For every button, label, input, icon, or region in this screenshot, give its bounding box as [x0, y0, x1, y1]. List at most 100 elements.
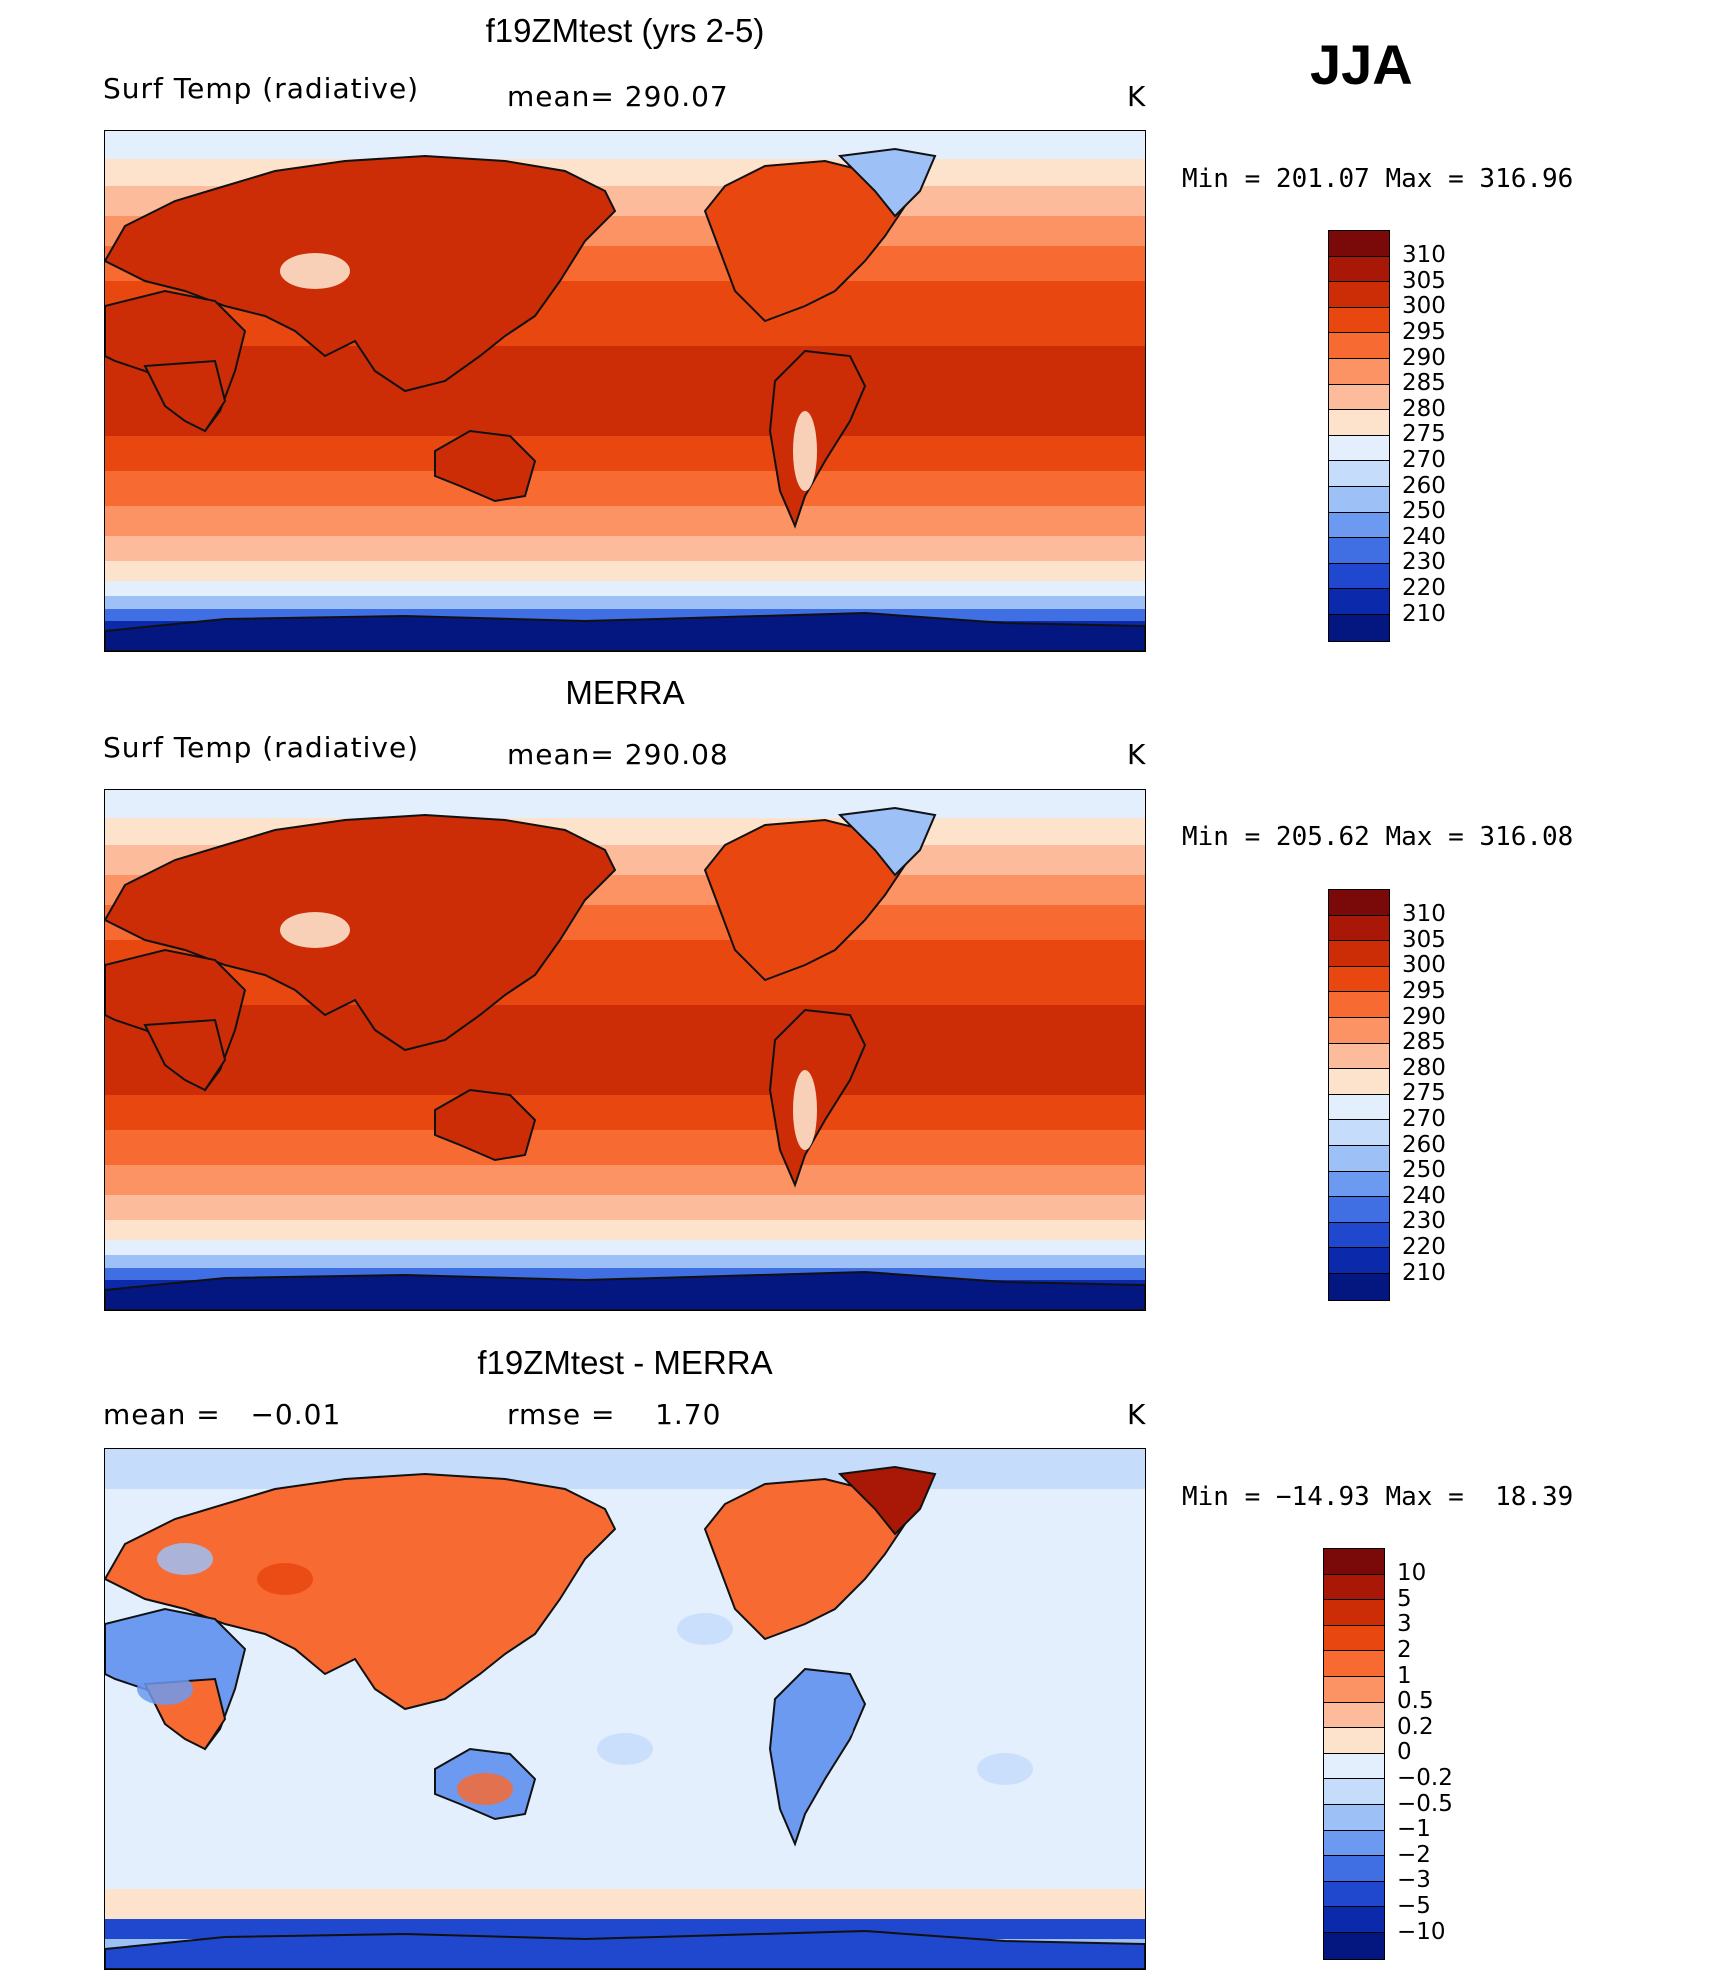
colorbar-segment	[1329, 589, 1389, 615]
panel-3-stats-mean: mean = −0.01	[103, 1398, 342, 1431]
colorbar-segment	[1324, 1779, 1384, 1805]
continent-outline	[768, 349, 867, 529]
colorbar-tick-label: 295	[1402, 318, 1446, 345]
panel-2-units: K	[1127, 738, 1147, 771]
map-band	[105, 131, 1145, 159]
colorbar-tick-label: −5	[1397, 1892, 1431, 1919]
continent-outline	[105, 1270, 1145, 1310]
colorbar-segment	[1329, 614, 1389, 641]
colorbar-tick-label: 0.5	[1397, 1688, 1434, 1715]
colorbar-tick-label: 10	[1397, 1560, 1427, 1587]
anomaly-blob	[457, 1773, 513, 1805]
map-band	[105, 536, 1145, 561]
continent-outline	[143, 1018, 227, 1092]
colorbar-segment	[1324, 1830, 1384, 1857]
plateau-highlight	[280, 253, 350, 289]
colorbar-segment	[1324, 1600, 1384, 1626]
colorbar-tick-label: 280	[1402, 395, 1446, 422]
panel-2-title: MERRA	[565, 674, 685, 711]
colorbar-box	[1328, 230, 1390, 642]
colorbar-segment	[1329, 231, 1389, 257]
colorbar-segment	[1329, 307, 1389, 334]
continent-outline	[143, 359, 227, 433]
colorbar-tick-label: 300	[1402, 952, 1446, 979]
colorbar-tick-label: 210	[1402, 600, 1446, 627]
colorbar-tick-label: 210	[1402, 1259, 1446, 1286]
panel-3-units: K	[1127, 1398, 1147, 1431]
colorbar-tick-label: 240	[1402, 1182, 1446, 1209]
colorbar-segment	[1329, 435, 1389, 462]
colorbar-segment	[1324, 1651, 1384, 1677]
panel-2-map-plot	[105, 790, 1145, 1310]
panel-2-map	[104, 789, 1146, 1311]
map-band	[105, 1889, 1145, 1919]
colorbar-segment	[1324, 1932, 1384, 1959]
map-band	[105, 561, 1145, 581]
colorbar-segment	[1329, 256, 1389, 283]
map-band	[105, 1165, 1145, 1195]
colorbar-segment	[1329, 966, 1389, 993]
colorbar-segment	[1329, 1222, 1389, 1249]
colorbar-tick-label: 300	[1402, 293, 1446, 320]
colorbar-segment	[1324, 1676, 1384, 1703]
colorbar-tick-label: 2	[1397, 1636, 1412, 1663]
colorbar-tick-label: 230	[1402, 549, 1446, 576]
map-band	[105, 1449, 1145, 1489]
colorbar-segment	[1324, 1728, 1384, 1754]
colorbar-segment	[1324, 1702, 1384, 1729]
panel-3-title: f19ZMtest - MERRA	[477, 1344, 773, 1381]
map-band	[105, 436, 1145, 471]
panel-1-variable-label: Surf Temp (radiative)	[103, 72, 420, 105]
andes-highlight	[793, 411, 817, 491]
colorbar-segment	[1329, 410, 1389, 436]
panel-1-title: f19ZMtest (yrs 2-5)	[485, 12, 765, 49]
colorbar-tick-label: 305	[1402, 926, 1446, 953]
colorbar-segment	[1324, 1549, 1384, 1575]
colorbar-segment	[1329, 890, 1389, 916]
colorbar-tick-label: −0.2	[1397, 1764, 1453, 1791]
colorbar-tick-label: 275	[1402, 1080, 1446, 1107]
colorbar-segment	[1329, 915, 1389, 942]
continent-outline	[105, 1929, 1145, 1969]
colorbar-tick-label: 260	[1402, 1131, 1446, 1158]
colorbar-tick-label: 220	[1402, 574, 1446, 601]
continent-layer	[105, 806, 1145, 1310]
colorbar-segment	[1324, 1804, 1384, 1831]
colorbar-tick-label: 280	[1402, 1054, 1446, 1081]
colorbar-tick-label: 0	[1397, 1739, 1412, 1766]
colorbar-segment	[1329, 1145, 1389, 1172]
andes-highlight	[793, 1070, 817, 1150]
panel-1-minmax: Min = 201.07 Max = 316.96	[1182, 164, 1574, 194]
map-band	[105, 1195, 1145, 1220]
colorbar-segment	[1329, 1120, 1389, 1146]
colorbar-tick-label: 250	[1402, 1157, 1446, 1184]
colorbar-segment	[1329, 282, 1389, 308]
colorbar-tick-label: 270	[1402, 446, 1446, 473]
anomaly-blob	[797, 1713, 853, 1745]
panel-2-variable-label: Surf Temp (radiative)	[103, 731, 420, 764]
colorbar-tick-label: 260	[1402, 472, 1446, 499]
colorbar-tick-label: 290	[1402, 344, 1446, 371]
colorbar-segment	[1324, 1907, 1384, 1933]
colorbar-tick-label: 3	[1397, 1611, 1412, 1638]
anomaly-blob	[337, 1533, 393, 1565]
colorbar-segment	[1324, 1856, 1384, 1882]
colorbar-tick-label: 295	[1402, 977, 1446, 1004]
colorbar-tick-label: 285	[1402, 370, 1446, 397]
colorbar-tick-label: −1	[1397, 1816, 1431, 1843]
map-band	[105, 581, 1145, 596]
continent-outline	[837, 147, 937, 218]
panel-3-stats-rmse: rmse = 1.70	[507, 1398, 722, 1431]
colorbar-segment	[1329, 333, 1389, 359]
map-band	[105, 1005, 1145, 1095]
continent-outline	[837, 1465, 937, 1536]
colorbar-segment	[1329, 1043, 1389, 1070]
panel-3-map	[104, 1448, 1146, 1970]
map-band	[105, 790, 1145, 818]
continent-layer	[105, 147, 1145, 651]
anomaly-blob	[977, 1753, 1033, 1785]
colorbar-box	[1328, 889, 1390, 1301]
continent-outline	[105, 154, 617, 393]
colorbar-tick-label: 230	[1402, 1208, 1446, 1235]
continent-outline	[105, 611, 1145, 651]
